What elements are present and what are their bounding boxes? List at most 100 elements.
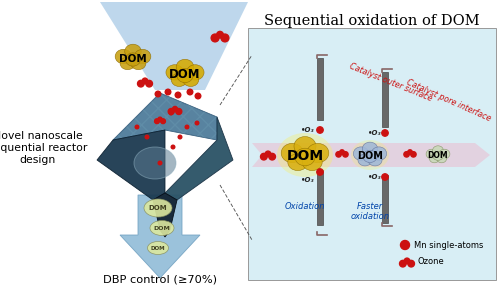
Text: Mn single-atoms: Mn single-atoms	[414, 240, 484, 249]
Ellipse shape	[430, 154, 440, 163]
Ellipse shape	[358, 154, 372, 166]
Circle shape	[195, 93, 201, 99]
Circle shape	[171, 145, 175, 149]
Text: DOM: DOM	[428, 151, 448, 160]
Polygon shape	[120, 195, 200, 278]
Circle shape	[155, 91, 161, 97]
Ellipse shape	[177, 68, 193, 83]
Circle shape	[400, 260, 406, 267]
Circle shape	[187, 89, 193, 95]
Text: Faster
oxidation: Faster oxidation	[350, 202, 390, 221]
Circle shape	[408, 260, 414, 267]
Circle shape	[336, 152, 342, 157]
Text: DOM: DOM	[357, 151, 383, 161]
Circle shape	[410, 152, 416, 157]
Text: Oxidation: Oxidation	[285, 202, 325, 211]
Ellipse shape	[354, 147, 368, 160]
Circle shape	[382, 130, 388, 136]
Polygon shape	[100, 2, 248, 90]
Ellipse shape	[288, 154, 308, 171]
Circle shape	[404, 258, 410, 264]
Ellipse shape	[148, 242, 169, 255]
Circle shape	[142, 78, 148, 84]
Ellipse shape	[183, 73, 199, 86]
Ellipse shape	[432, 146, 444, 155]
Ellipse shape	[144, 199, 172, 217]
Circle shape	[340, 150, 344, 154]
Circle shape	[158, 161, 162, 165]
Bar	[382, 72, 388, 127]
Text: •O₃: •O₃	[368, 130, 382, 136]
Circle shape	[317, 127, 323, 133]
Bar	[382, 175, 388, 223]
Ellipse shape	[115, 49, 132, 64]
Circle shape	[400, 240, 409, 249]
Ellipse shape	[171, 73, 187, 86]
Circle shape	[172, 106, 178, 112]
Ellipse shape	[351, 140, 389, 170]
Ellipse shape	[176, 59, 194, 75]
Ellipse shape	[302, 154, 322, 171]
Circle shape	[211, 34, 219, 42]
Text: DBP control (≥70%): DBP control (≥70%)	[103, 274, 217, 284]
Text: Ozone: Ozone	[418, 257, 445, 266]
Ellipse shape	[433, 152, 443, 160]
Text: DOM: DOM	[150, 245, 166, 251]
Ellipse shape	[439, 149, 450, 159]
Ellipse shape	[362, 142, 378, 155]
Ellipse shape	[295, 148, 315, 166]
Text: Novel nanoscale
sequential reactor
design: Novel nanoscale sequential reactor desig…	[0, 131, 88, 165]
Circle shape	[154, 119, 160, 124]
Circle shape	[165, 89, 171, 95]
Ellipse shape	[436, 154, 446, 163]
Circle shape	[169, 111, 173, 115]
Text: DOM: DOM	[286, 149, 324, 163]
Circle shape	[138, 80, 144, 87]
Text: DOM: DOM	[154, 225, 170, 231]
Ellipse shape	[120, 57, 135, 70]
Ellipse shape	[281, 143, 303, 163]
Ellipse shape	[131, 57, 146, 70]
Text: Sequential oxidation of DOM: Sequential oxidation of DOM	[264, 14, 480, 28]
Polygon shape	[252, 143, 490, 167]
Polygon shape	[97, 130, 165, 200]
Polygon shape	[153, 193, 177, 237]
Text: •O₃: •O₃	[301, 127, 315, 133]
Ellipse shape	[368, 154, 382, 166]
Text: DOM: DOM	[148, 205, 168, 211]
Circle shape	[185, 125, 189, 129]
Circle shape	[408, 150, 412, 154]
Circle shape	[145, 135, 149, 139]
Circle shape	[216, 32, 224, 38]
Circle shape	[221, 34, 229, 42]
FancyBboxPatch shape	[248, 28, 496, 280]
Ellipse shape	[134, 147, 176, 179]
Circle shape	[342, 152, 348, 157]
Bar	[317, 170, 323, 225]
Ellipse shape	[125, 44, 142, 59]
Text: •O₃: •O₃	[368, 174, 382, 180]
Circle shape	[168, 108, 174, 114]
Ellipse shape	[186, 65, 204, 80]
Ellipse shape	[126, 53, 140, 66]
Ellipse shape	[166, 65, 184, 80]
Text: DOM: DOM	[119, 53, 147, 64]
Bar	[317, 58, 323, 120]
Circle shape	[178, 135, 182, 139]
Ellipse shape	[150, 221, 174, 236]
Circle shape	[382, 174, 388, 180]
Ellipse shape	[134, 49, 151, 64]
Circle shape	[158, 117, 162, 121]
Text: •O₃: •O₃	[301, 177, 315, 183]
Circle shape	[317, 169, 323, 175]
Polygon shape	[165, 117, 233, 200]
Circle shape	[195, 121, 199, 125]
Circle shape	[146, 80, 152, 87]
Circle shape	[265, 151, 271, 157]
Circle shape	[404, 152, 409, 157]
Circle shape	[260, 153, 267, 160]
Circle shape	[160, 119, 166, 124]
Text: DOM: DOM	[169, 68, 201, 81]
Ellipse shape	[277, 133, 333, 177]
Circle shape	[269, 153, 276, 160]
